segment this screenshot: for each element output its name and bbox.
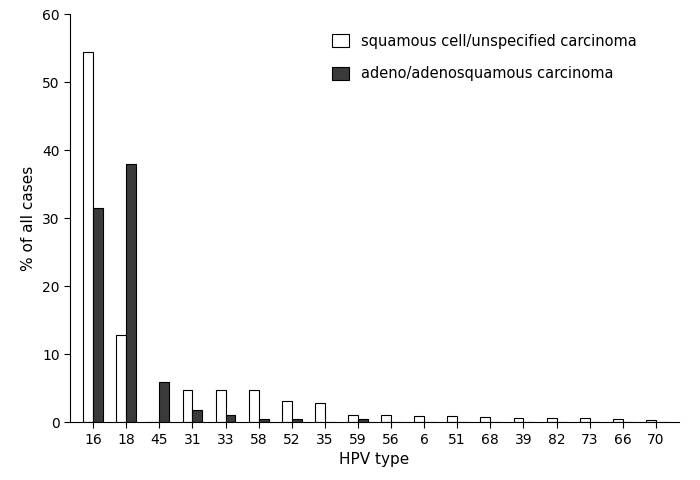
Bar [193,410,202,422]
Y-axis label: % of all cases: % of all cases [22,166,36,271]
Bar [447,416,457,422]
Bar [282,401,292,422]
Bar [348,415,358,422]
Bar [612,419,623,422]
Bar [126,164,136,422]
Legend: squamous cell/unspecified carcinoma, adeno/adenosquamous carcinoma: squamous cell/unspecified carcinoma, ade… [332,34,636,82]
Bar [358,419,368,422]
Bar [183,390,193,422]
Bar [414,416,424,422]
Bar [93,208,103,422]
Bar [160,382,169,422]
Bar [381,415,391,422]
Bar [547,419,556,422]
Bar [216,390,225,422]
Bar [225,415,235,422]
Bar [259,419,269,422]
Bar [116,336,126,422]
Bar [480,417,490,422]
X-axis label: HPV type: HPV type [340,452,410,468]
Bar [646,420,656,422]
Bar [248,390,259,422]
Bar [315,403,325,422]
Bar [514,419,524,422]
Bar [580,418,589,422]
Bar [83,52,93,422]
Bar [292,419,302,422]
